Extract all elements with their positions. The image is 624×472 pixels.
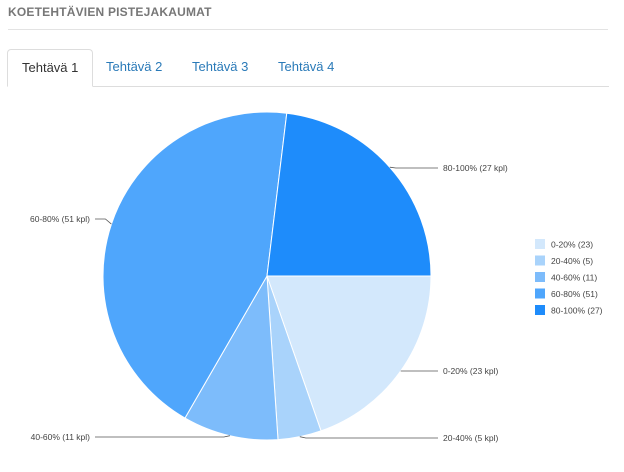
legend-swatch (535, 255, 545, 266)
legend-item: 40-60% (11) (551, 273, 597, 283)
slice-label: 80-100% (27 kpl) (443, 163, 508, 173)
legend-swatch (535, 288, 545, 299)
slice-label: 40-60% (11 kpl) (31, 432, 91, 442)
tab-tehtava-1[interactable]: Tehtävä 1 (7, 49, 94, 87)
legend-item: 80-100% (27) (551, 306, 603, 316)
title-divider (8, 29, 608, 30)
leader-line (95, 435, 230, 438)
legend-swatch (535, 305, 545, 315)
legend-swatch (535, 239, 545, 249)
slice-label: 0-20% (23 kpl) (443, 366, 498, 376)
pie-slice-60-80 (102, 111, 288, 419)
slice-label: 60-80% (51 kpl) (30, 214, 90, 224)
tab-tehtava-2[interactable]: Tehtävä 2 (106, 59, 163, 74)
legend-item: 20-40% (5) (551, 256, 593, 266)
page-title: KOETEHTÄVIEN PISTEJAKAUMAT (8, 5, 212, 19)
legend-swatch (535, 272, 545, 282)
slice-label: 20-40% (5 kpl) (443, 433, 498, 443)
tab-tehtava-4[interactable]: Tehtävä 4 (278, 59, 335, 74)
tab-tehtava-3[interactable]: Tehtävä 3 (192, 59, 249, 74)
legend-item: 60-80% (51) (551, 289, 598, 299)
legend-item: 0-20% (23) (551, 240, 593, 250)
tab-bar: Tehtävä 1 Tehtävä 2 Tehtävä 3 Tehtävä 4 (7, 49, 609, 87)
leader-line (389, 166, 438, 169)
leader-line (299, 436, 438, 439)
leader-line (95, 218, 112, 225)
pie-slice-80-100 (266, 112, 432, 277)
